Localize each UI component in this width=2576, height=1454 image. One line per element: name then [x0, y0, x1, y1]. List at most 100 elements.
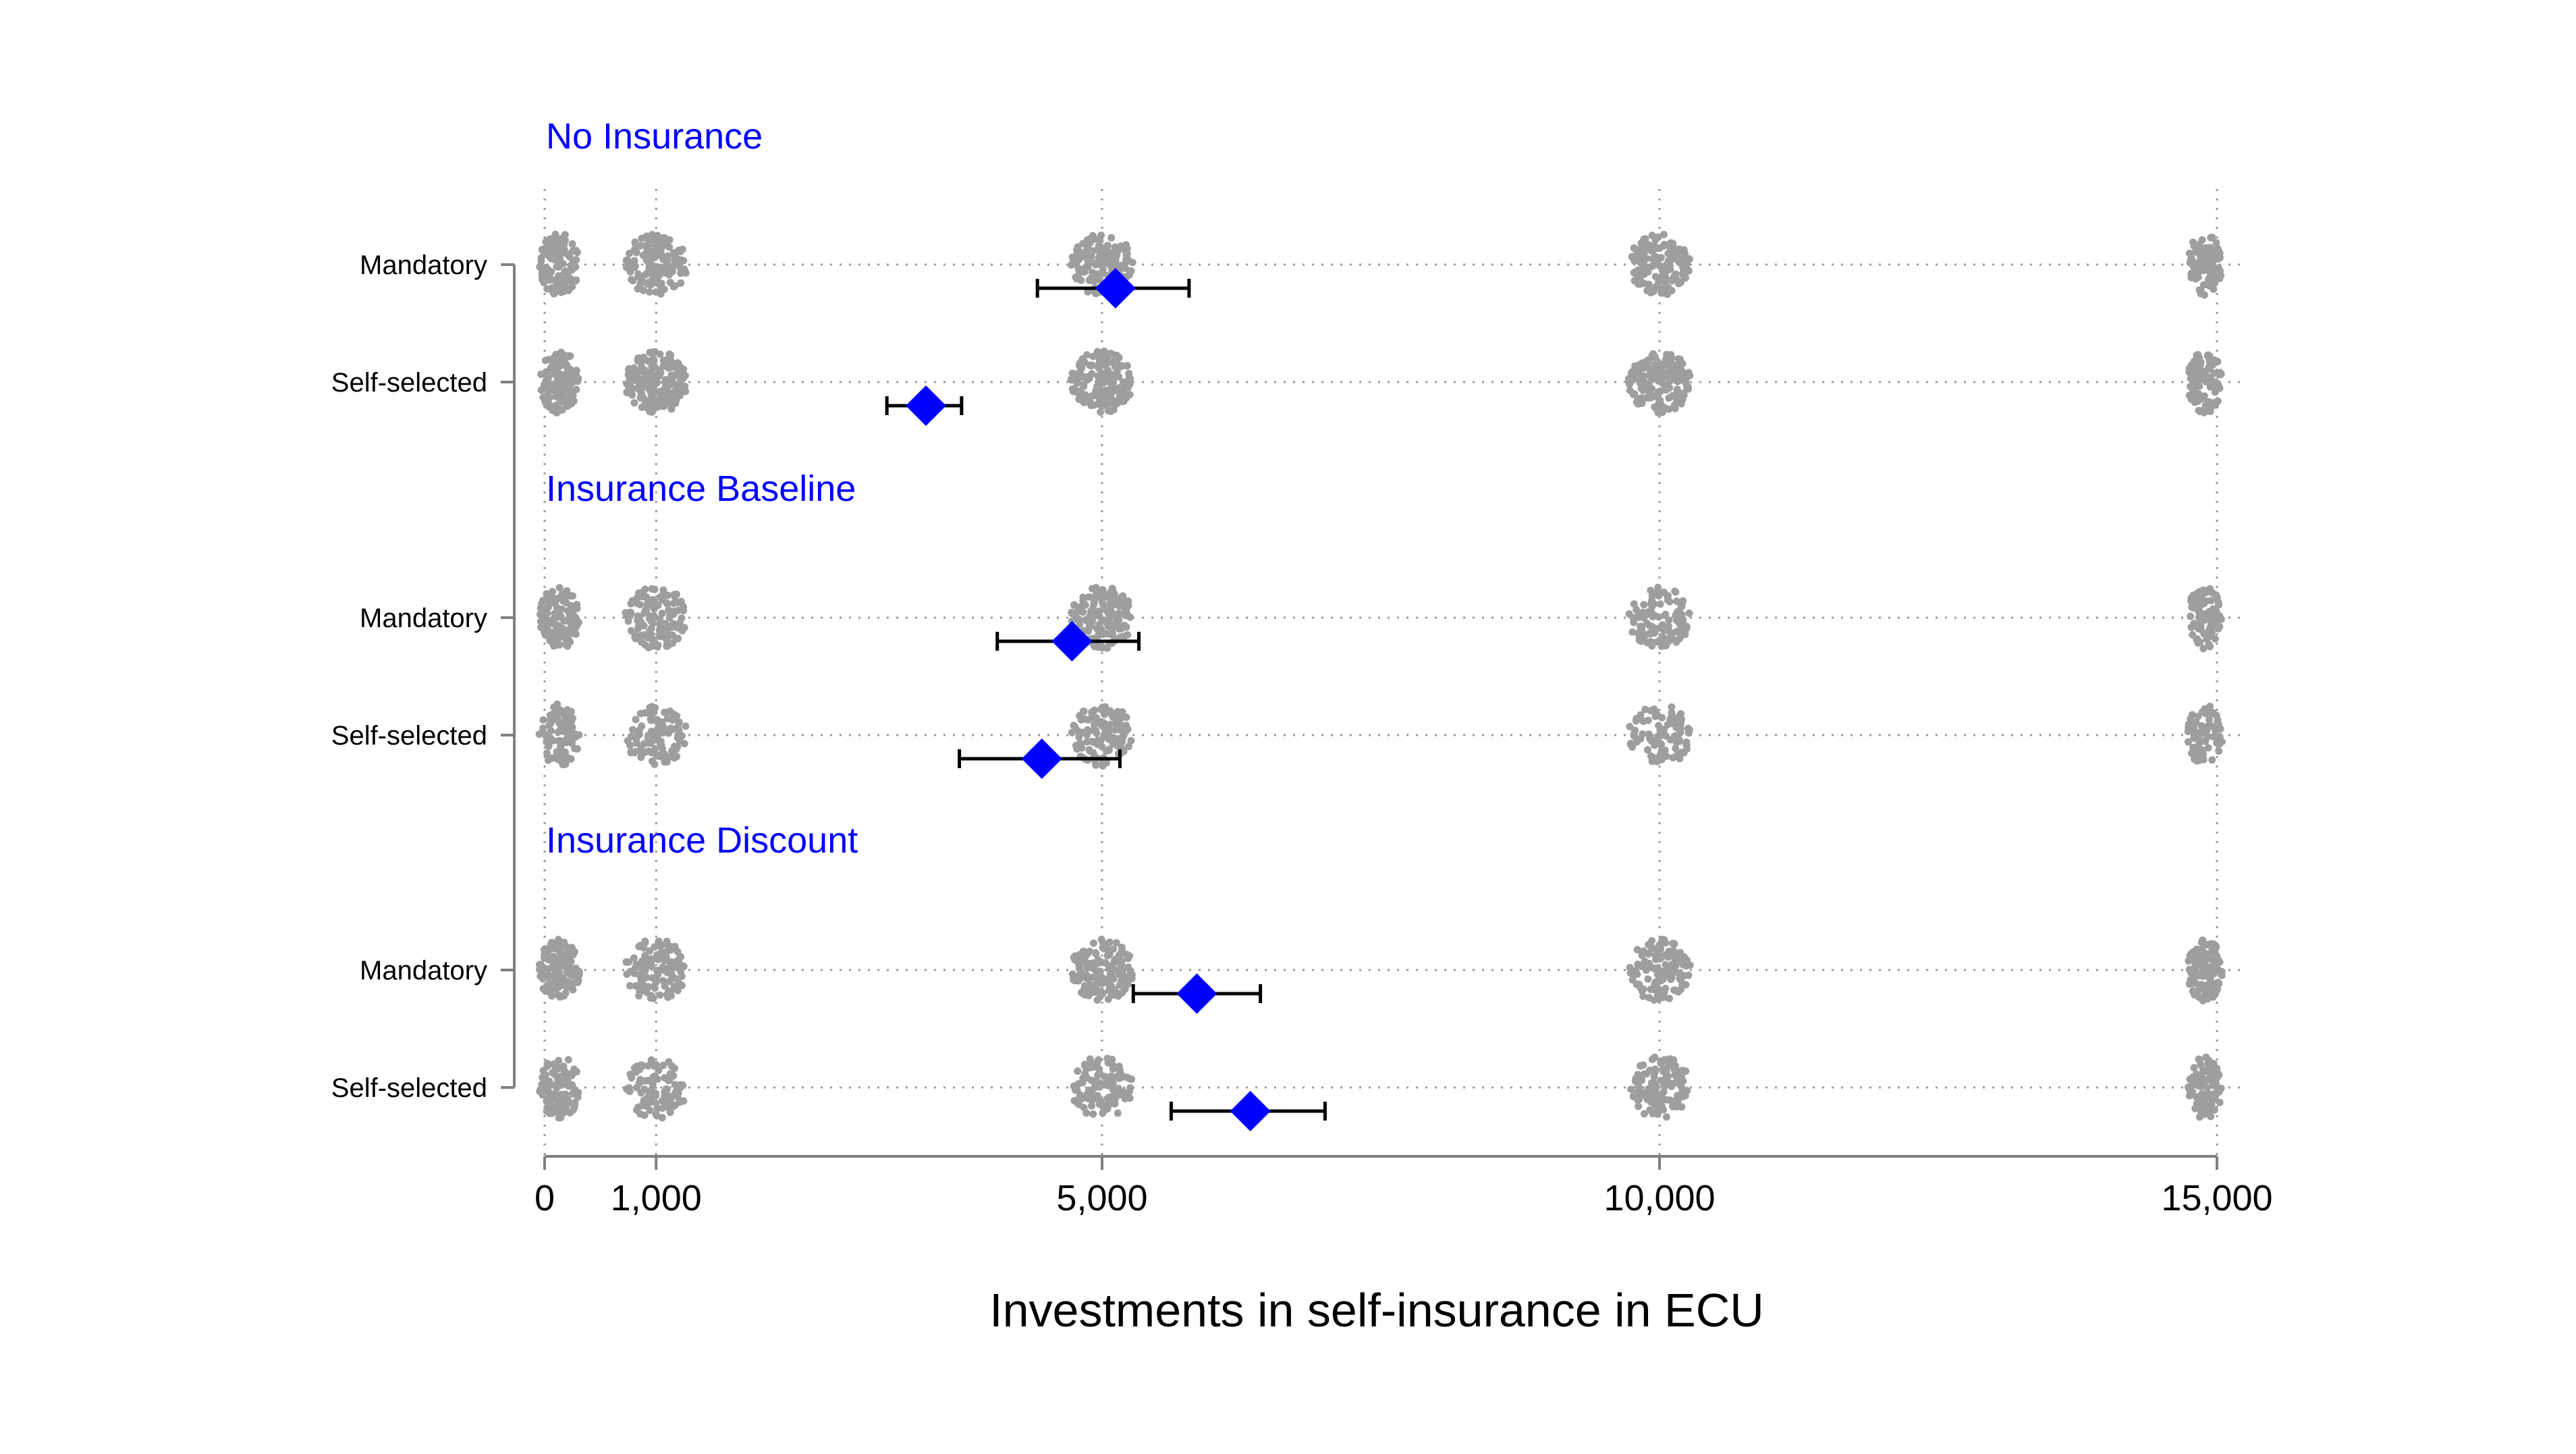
- raw-data-point: [1099, 944, 1107, 952]
- raw-data-point: [1095, 739, 1102, 747]
- raw-data-point: [1666, 628, 1674, 636]
- raw-data-point: [562, 641, 570, 649]
- raw-data-point: [1647, 373, 1655, 381]
- raw-data-point: [1670, 1079, 1678, 1087]
- raw-data-point: [549, 616, 557, 624]
- raw-data-point: [1122, 623, 1130, 631]
- raw-data-point: [1660, 633, 1667, 641]
- raw-data-point: [1639, 992, 1647, 1000]
- raw-data-point: [1660, 1064, 1668, 1072]
- raw-data-point: [632, 1062, 640, 1071]
- raw-data-point: [1670, 967, 1678, 975]
- raw-data-point: [2201, 407, 2208, 415]
- raw-data-point: [1074, 1067, 1082, 1075]
- raw-data-point: [1098, 260, 1106, 268]
- raw-data-point: [2197, 622, 2205, 630]
- raw-data-point: [2194, 397, 2202, 405]
- raw-data-point: [647, 258, 655, 265]
- raw-data-point: [547, 1100, 555, 1108]
- raw-data-point: [1641, 705, 1649, 713]
- raw-data-point: [1655, 613, 1663, 621]
- raw-data-point: [1670, 1066, 1678, 1074]
- mean-marker: [1051, 621, 1093, 662]
- raw-data-point: [549, 1069, 557, 1077]
- raw-data-point: [1080, 1104, 1088, 1112]
- raw-data-point: [672, 387, 679, 395]
- raw-data-point: [1080, 982, 1089, 990]
- raw-data-point: [568, 717, 576, 725]
- raw-data-point: [568, 240, 576, 248]
- raw-data-point: [1630, 244, 1638, 252]
- raw-data-point: [1112, 955, 1120, 963]
- raw-data-point: [671, 593, 679, 601]
- raw-data-point: [2184, 738, 2192, 746]
- raw-data-point: [1070, 1082, 1078, 1090]
- raw-data-point: [1111, 243, 1119, 251]
- raw-data-point: [1645, 734, 1653, 743]
- raw-data-point: [1652, 253, 1660, 261]
- raw-data-point: [553, 603, 561, 612]
- raw-data-point: [1676, 969, 1684, 977]
- raw-data-point: [1635, 1102, 1643, 1110]
- raw-data-point: [644, 1062, 652, 1070]
- raw-data-point: [564, 401, 571, 409]
- raw-data-point: [638, 384, 647, 392]
- raw-data-point: [674, 255, 682, 263]
- raw-data-point: [571, 1100, 579, 1108]
- raw-data-point: [661, 965, 669, 973]
- raw-data-point: [1647, 608, 1655, 616]
- raw-data-point: [1653, 711, 1661, 719]
- raw-data-point: [1672, 588, 1680, 596]
- raw-data-point: [1672, 276, 1680, 284]
- raw-data-point: [1665, 405, 1673, 413]
- raw-data-point: [1107, 389, 1115, 398]
- raw-data-point: [1654, 943, 1662, 951]
- raw-data-point: [556, 946, 564, 954]
- raw-data-point: [2201, 1075, 2209, 1083]
- raw-data-point: [1119, 378, 1127, 386]
- raw-data-point: [665, 266, 674, 274]
- raw-data-point: [2191, 1104, 2199, 1112]
- raw-data-point: [1668, 373, 1676, 381]
- raw-data-point: [645, 288, 653, 296]
- raw-data-point: [1639, 718, 1647, 725]
- raw-data-point: [2207, 597, 2215, 605]
- raw-data-point: [2191, 979, 2199, 987]
- raw-data-point: [1662, 752, 1670, 760]
- raw-data-point: [1114, 992, 1122, 1000]
- raw-data-point: [1672, 986, 1680, 994]
- raw-data-point: [1101, 361, 1109, 369]
- raw-data-point: [1117, 242, 1125, 250]
- raw-data-point: [1672, 245, 1680, 253]
- raw-data-point: [1101, 400, 1109, 408]
- raw-data-point: [1628, 628, 1637, 636]
- raw-data-point: [555, 272, 562, 280]
- raw-data-point: [622, 257, 630, 265]
- raw-data-point: [2194, 1094, 2202, 1102]
- raw-data-point: [659, 586, 667, 594]
- raw-data-point: [1666, 994, 1673, 1002]
- raw-data-point: [651, 585, 659, 593]
- raw-data-point: [565, 732, 573, 740]
- raw-data-point: [573, 604, 581, 612]
- raw-data-point: [678, 981, 686, 990]
- raw-data-point: [1105, 735, 1113, 743]
- raw-data-point: [1118, 944, 1126, 951]
- raw-data-point: [1088, 738, 1096, 745]
- raw-data-point: [555, 584, 564, 592]
- raw-data-point: [656, 350, 664, 358]
- raw-data-point: [551, 392, 559, 400]
- raw-data-point: [550, 703, 558, 711]
- raw-data-point: [1652, 955, 1660, 963]
- raw-data-point: [669, 620, 677, 628]
- raw-data-point: [1084, 1094, 1092, 1102]
- raw-data-point: [540, 278, 548, 286]
- raw-data-point: [645, 267, 653, 275]
- row-label: Self-selected: [331, 1073, 487, 1103]
- raw-data-point: [2191, 275, 2199, 283]
- raw-data-point: [1080, 248, 1088, 257]
- raw-data-point: [2213, 952, 2221, 961]
- raw-data-point: [1122, 713, 1130, 722]
- raw-data-point: [2195, 382, 2203, 390]
- raw-data-point: [1647, 263, 1655, 271]
